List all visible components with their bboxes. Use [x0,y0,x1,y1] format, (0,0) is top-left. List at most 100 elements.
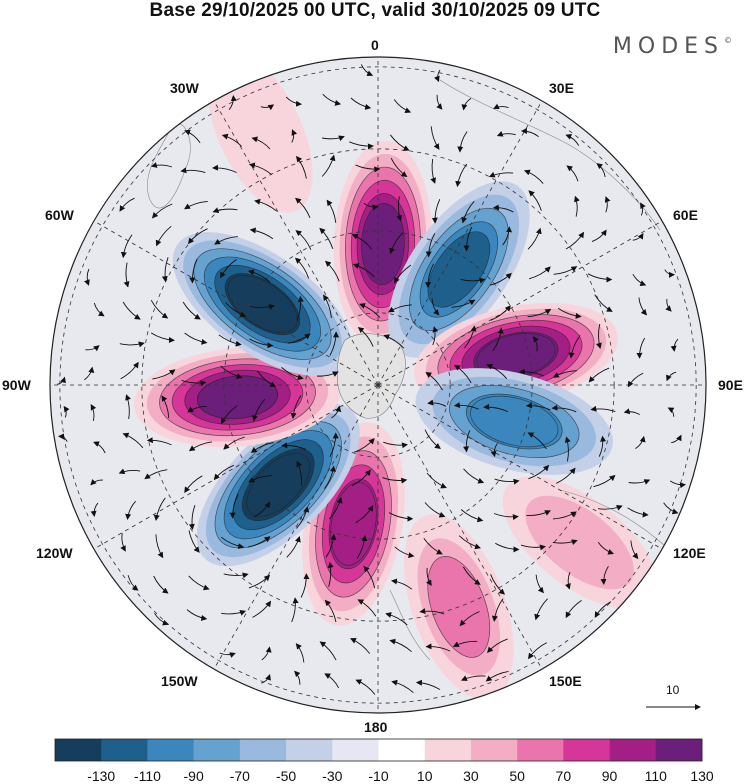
wind-arrow-icon [187,228,208,245]
wind-arrow-icon [463,226,473,252]
wind-arrow-icon [460,277,486,284]
wind-arrow-icon [57,376,66,385]
wind-arrow-icon [389,134,410,151]
wind-arrow-icon [669,480,686,489]
lon-label-120e: 120E [673,545,706,561]
wind-arrow-icon [532,336,539,352]
wind-arrow-icon [323,294,332,319]
contour-band [214,62,306,202]
wind-arrow-icon [182,301,201,320]
wind-arrow-icon [152,369,176,380]
wind-arrow-icon [565,600,582,619]
wind-arrow-icon [281,442,307,450]
colorbar-tick-label: -70 [229,768,250,784]
wind-arrow-icon [527,227,542,250]
contour-band [525,495,634,590]
wind-arrow-icon [388,512,414,522]
wind-arrow-icon [150,162,173,168]
wind-arrow-icon [520,544,546,551]
wind-arrow-icon [415,679,441,690]
wind-arrow-icon [58,433,68,442]
wind-arrow-icon [329,331,340,356]
wind-arrow-icon [596,163,606,177]
wind-arrow-icon [352,263,375,278]
anomaly-field [134,57,657,700]
wind-arrow-icon [123,262,130,288]
wind-arrow-icon [150,332,175,343]
wind-arrow-icon [84,268,90,286]
colorbar-swatch [286,739,333,761]
wind-arrow-icon [598,435,607,457]
wind-arrow-icon [248,162,272,175]
wind-arrow-icon [260,104,275,111]
wind-arrow-icon [125,394,131,420]
wind-arrow-icon [155,534,164,559]
wind-arrow-icon [294,670,301,685]
wind-arrow-icon [431,298,440,316]
wind-arrow-icon [120,533,126,552]
wind-arrow-icon [490,574,506,595]
meridian-line [377,384,543,670]
wind-arrow-icon [154,612,169,626]
wind-arrow-icon [225,302,247,318]
wind-arrow-icon [223,436,245,450]
wind-arrow-icon [184,332,208,345]
wind-arrow-icon [186,609,208,621]
wind-arrow-icon [525,402,551,411]
wind-arrow-icon [627,372,644,388]
wind-arrow-icon [451,299,476,308]
wind-arrow-icon [389,232,404,255]
wind-arrow-icon [119,197,135,212]
colorbar-tick-label: -130 [87,768,116,784]
wind-arrow-icon [520,128,539,138]
wind-arrow-icon [552,370,577,378]
wind-arrow-icon [383,441,408,449]
wind-arrow-icon [213,464,235,481]
wind-arrow-icon [568,335,581,359]
wind-arrow-icon [593,474,616,488]
wind-arrow-icon [493,513,519,521]
wind-arrow-icon [460,509,484,523]
wind-arrow-icon [461,98,472,111]
wind-arrow-icon [454,364,472,384]
wind-arrow-icon [436,94,443,110]
wind-arrow-icon [670,338,679,352]
wind-arrow-icon [461,200,475,224]
wind-arrow-icon [189,258,198,284]
wind-arrow-icon [425,643,451,652]
wind-arrow-icon [214,236,238,245]
wind-arrow-icon [553,266,578,275]
antarctica-landmass [146,79,681,661]
wind-arrow-icon [596,323,602,349]
colorbar-tick-label: 50 [509,768,525,784]
wind-arrow-icon [492,327,504,352]
wind-arrow-icon [523,169,544,184]
wind-arrow-icon [590,405,616,413]
wind-arrow-icon [322,93,342,106]
wind-arrow-icon [125,500,136,520]
wind-arrow-icon [161,395,170,419]
colorbar-tick-label: 110 [644,768,667,784]
wind-arrow-icon [490,305,511,321]
wind-arrow-icon [556,467,576,484]
colorbar-swatch [378,739,426,761]
wind-arrow-icon [487,638,508,653]
wind-arrow-icon [328,497,343,520]
wind-arrow-icon [188,441,213,452]
anomaly-blob [502,476,657,609]
wind-arrow-icon [325,533,337,558]
colorbar-swatch [470,739,518,761]
contour-band [246,452,311,517]
wind-arrow-icon [324,599,337,623]
wind-arrow-icon [261,646,272,661]
wind-arrow-icon [327,561,334,587]
wind-arrow-icon [528,190,542,211]
wind-arrow-icon [349,141,374,150]
colorbar-tick-label: 30 [463,768,479,784]
wind-arrow-icon [453,402,479,410]
colorbar-tick-label: 90 [601,768,618,784]
wind-arrow-icon [490,443,498,458]
wind-arrow-icon [551,404,577,413]
wind-arrow-icon [250,442,274,454]
lon-label-30e: 30E [549,80,574,96]
